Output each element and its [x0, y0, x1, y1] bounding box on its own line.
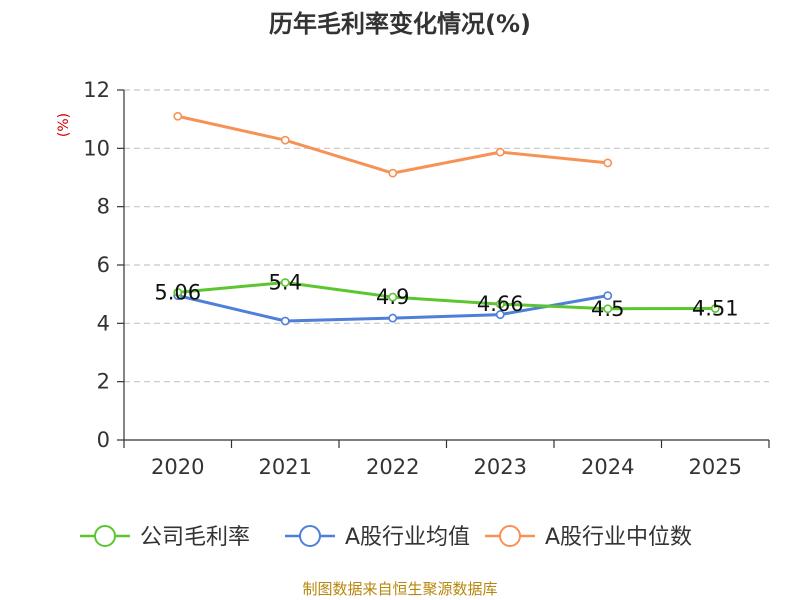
data-label: 5.06 — [154, 280, 201, 304]
y-tick-label: 4 — [97, 311, 110, 335]
y-tick-label: 2 — [97, 370, 110, 394]
data-point — [173, 288, 183, 297]
chart-title: 历年毛利率变化情况(%) — [269, 10, 531, 38]
data-label: 4.9 — [376, 285, 409, 309]
y-axis-label: (%) — [56, 113, 72, 137]
data-point — [388, 168, 398, 178]
grid-lines — [124, 89, 769, 383]
x-tick-label: 2020 — [151, 455, 204, 479]
data-labels: 5.06 5.4 4.9 4.66 4.5 4.51 — [154, 271, 738, 321]
legend-label: A股行业均值 — [345, 525, 470, 550]
data-point — [603, 158, 613, 168]
x-tick-label: 2021 — [259, 455, 312, 479]
data-point — [280, 316, 290, 326]
axes: 0 2 4 6 8 10 12 2020 2021 2022 2023 2024 2025 — [83, 78, 770, 479]
data-point — [495, 299, 505, 309]
y-tick-label: 12 — [83, 78, 110, 102]
data-label: 4.66 — [477, 292, 524, 316]
y-tick-label: 6 — [97, 253, 110, 277]
data-point — [280, 135, 290, 145]
legend-marker — [299, 525, 321, 547]
data-point — [603, 304, 613, 314]
legend-marker — [499, 525, 521, 547]
y-tick-label: 0 — [97, 428, 110, 452]
data-point — [388, 313, 398, 323]
data-point — [603, 291, 613, 301]
x-tick-label: 2024 — [581, 455, 634, 479]
series-line — [177, 281, 716, 311]
source-note: 制图数据来自恒生聚源数据库 — [302, 580, 497, 598]
legend-label: A股行业中位数 — [545, 525, 692, 550]
series-line — [177, 114, 608, 175]
data-point — [388, 292, 398, 302]
y-tick-label: 8 — [97, 195, 110, 219]
series-lines — [173, 111, 720, 326]
legend-label: 公司毛利率 — [140, 525, 250, 550]
x-tick-label: 2023 — [474, 455, 527, 479]
legend: 公司毛利率 A股行业均值 A股行业中位数 — [80, 525, 692, 550]
data-point — [173, 111, 183, 121]
legend-marker — [94, 525, 116, 547]
x-tick-label: 2025 — [689, 455, 742, 479]
y-tick-label: 10 — [83, 136, 110, 160]
data-point — [710, 304, 720, 313]
data-point — [495, 147, 505, 157]
data-label: 5.4 — [269, 271, 302, 295]
x-tick-label: 2022 — [366, 455, 419, 479]
data-label: 4.51 — [692, 296, 739, 320]
data-point — [495, 310, 505, 319]
data-label: 4.5 — [591, 297, 624, 321]
data-point — [280, 278, 290, 287]
